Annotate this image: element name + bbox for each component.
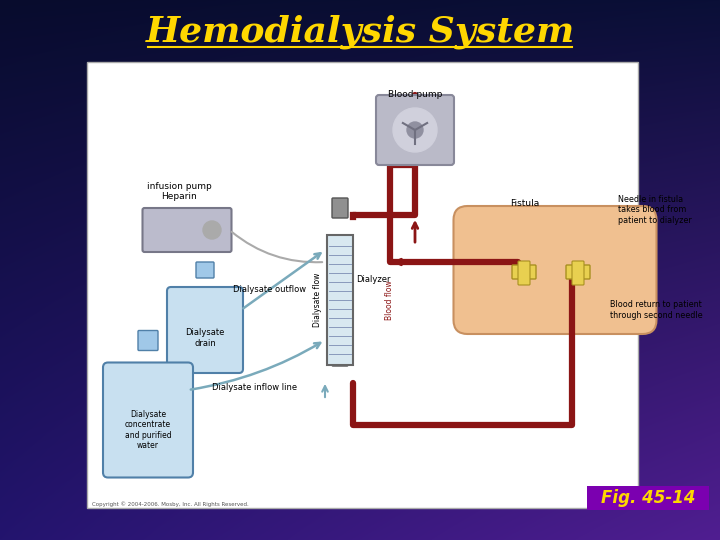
Text: Hemodialysis System: Hemodialysis System bbox=[145, 15, 575, 49]
Text: Dialysate outflow: Dialysate outflow bbox=[233, 286, 307, 294]
FancyBboxPatch shape bbox=[332, 198, 348, 218]
Text: Blood return to patient
through second needle: Blood return to patient through second n… bbox=[610, 300, 703, 320]
FancyBboxPatch shape bbox=[138, 330, 158, 350]
Text: Needle in fistula
takes blood from
patient to dialyzer: Needle in fistula takes blood from patie… bbox=[618, 195, 692, 225]
FancyBboxPatch shape bbox=[566, 265, 590, 279]
FancyBboxPatch shape bbox=[143, 208, 232, 252]
Circle shape bbox=[203, 221, 221, 239]
Circle shape bbox=[393, 108, 437, 152]
Circle shape bbox=[407, 122, 423, 138]
FancyBboxPatch shape bbox=[376, 95, 454, 165]
Text: Copyright © 2004-2006. Mosby, Inc. All Rights Reserved.: Copyright © 2004-2006. Mosby, Inc. All R… bbox=[92, 501, 248, 507]
Text: Dialysate inflow line: Dialysate inflow line bbox=[212, 383, 297, 393]
Text: Dialyzer: Dialyzer bbox=[356, 275, 390, 285]
FancyBboxPatch shape bbox=[327, 235, 353, 365]
FancyBboxPatch shape bbox=[518, 261, 530, 285]
Text: Fistula: Fistula bbox=[510, 199, 539, 208]
FancyBboxPatch shape bbox=[454, 206, 657, 334]
FancyBboxPatch shape bbox=[167, 287, 243, 373]
Text: Blood pump: Blood pump bbox=[388, 90, 442, 99]
FancyBboxPatch shape bbox=[103, 362, 193, 477]
Text: Heparin: Heparin bbox=[161, 192, 197, 201]
FancyBboxPatch shape bbox=[512, 265, 536, 279]
FancyBboxPatch shape bbox=[87, 62, 638, 508]
Text: infusion pump: infusion pump bbox=[147, 182, 212, 191]
Text: Dialysate
concentrate
and purified
water: Dialysate concentrate and purified water bbox=[125, 410, 171, 450]
FancyBboxPatch shape bbox=[196, 262, 214, 278]
Text: Dialysate flow: Dialysate flow bbox=[313, 273, 323, 327]
Text: Fig. 45-14: Fig. 45-14 bbox=[600, 489, 696, 507]
FancyBboxPatch shape bbox=[587, 486, 709, 510]
FancyBboxPatch shape bbox=[572, 261, 584, 285]
FancyBboxPatch shape bbox=[332, 346, 348, 366]
Text: Dialysate
drain: Dialysate drain bbox=[185, 328, 225, 348]
Text: Blood flow: Blood flow bbox=[385, 280, 395, 320]
